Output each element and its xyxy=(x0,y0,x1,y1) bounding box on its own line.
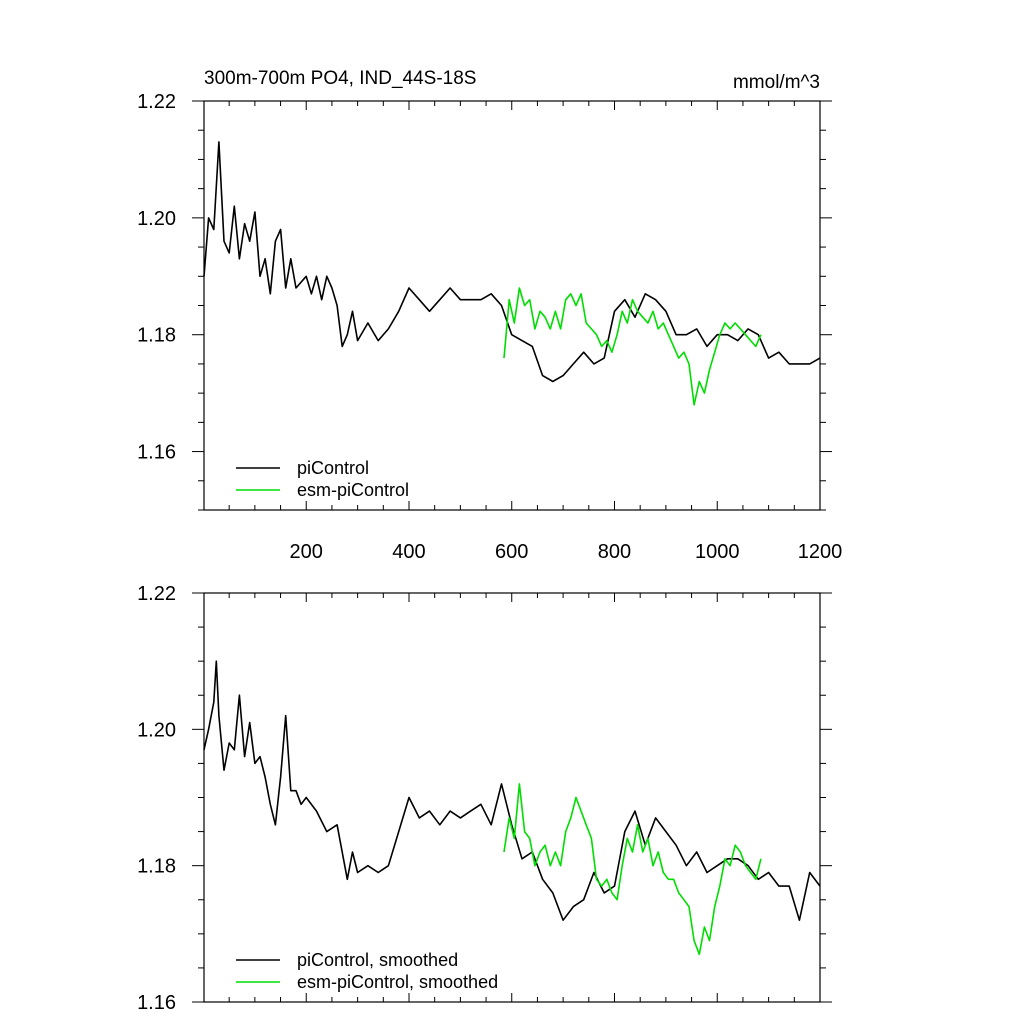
x-tick-label-600: 600 xyxy=(495,541,528,563)
x-tick-label-1000: 1000 xyxy=(695,541,740,563)
y-tick-label-1.22: 1.22 xyxy=(137,91,176,113)
series-line-picontrol xyxy=(203,141,821,383)
x-tick-label-400: 400 xyxy=(392,541,425,563)
legend-label-picontrol-smoothed: piControl, smoothed xyxy=(297,950,458,970)
top-series-layer xyxy=(203,141,821,406)
top-panel: 300m-700m PO4, IND_44S-18S mmol/m^3 200 4… xyxy=(137,68,842,563)
y-tick-label-1.16: 1.16 xyxy=(137,442,176,464)
y-tick-label-1.20: 1.20 xyxy=(137,208,176,230)
bottom-series-layer xyxy=(203,660,821,956)
bottom-panel: 1.16 1.18 1.20 1.22 piControl, smoothed esm… xyxy=(137,583,832,1014)
top-title-left: 300m-700m PO4, IND_44S-18S xyxy=(204,68,476,89)
x-tick-label-1200: 1200 xyxy=(798,541,843,563)
legend-label-esm-picontrol: esm-piControl xyxy=(297,480,409,500)
top-tick-layer: 200 400 600 800 1000 1200 1.16 1.18 1.20 1.22 xyxy=(137,91,842,563)
x-tick-label-800: 800 xyxy=(598,541,631,563)
top-legend: piControl esm-piControl xyxy=(236,458,409,500)
y-tick-label-1.18: 1.18 xyxy=(137,325,176,347)
bottom-legend: piControl, smoothed esm-piControl, smoot… xyxy=(236,950,498,992)
series-line-picontrol-smoothed xyxy=(203,660,821,921)
bottom-tick-layer: 1.16 1.18 1.20 1.22 xyxy=(137,583,832,1014)
x-tick-label-200: 200 xyxy=(290,541,323,563)
y-tick-label-1.20: 1.20 xyxy=(137,719,176,741)
top-plot-frame xyxy=(203,100,821,511)
bottom-plot-frame xyxy=(203,592,821,1003)
y-tick-label-1.16: 1.16 xyxy=(137,992,176,1014)
legend-label-picontrol: piControl xyxy=(297,458,369,478)
series-line-esm-picontrol xyxy=(503,287,762,406)
y-tick-label-1.18: 1.18 xyxy=(137,856,176,878)
series-line-esm-picontrol-smoothed xyxy=(503,783,762,956)
top-title-units: mmol/m^3 xyxy=(733,72,820,93)
y-tick-label-1.22: 1.22 xyxy=(137,583,176,605)
legend-label-esm-picontrol-smoothed: esm-piControl, smoothed xyxy=(297,972,498,992)
